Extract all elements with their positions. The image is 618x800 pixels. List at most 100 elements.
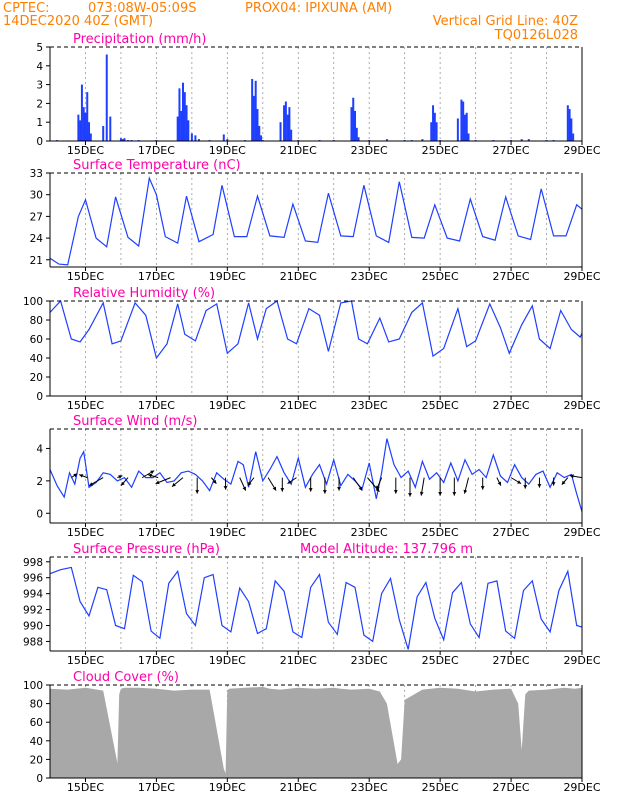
wind-date-label: 25DEC bbox=[422, 526, 459, 539]
precip-bar bbox=[88, 122, 91, 141]
wind-arrowhead bbox=[155, 480, 160, 485]
wind-date-label: 23DEC bbox=[351, 526, 388, 539]
precip-bar bbox=[102, 125, 105, 141]
wind-arrowhead bbox=[570, 474, 574, 479]
precip-bar bbox=[185, 105, 188, 141]
rh-date-label: 21DEC bbox=[280, 399, 317, 412]
precip-title: Precipitation (mm/h) bbox=[73, 32, 206, 47]
cloud-date-label: 23DEC bbox=[351, 781, 388, 794]
cloud-ytick-label: 80 bbox=[30, 699, 43, 711]
precip-bar bbox=[260, 135, 263, 141]
precip-bar bbox=[222, 134, 225, 141]
pres-date-label: 17DEC bbox=[138, 654, 175, 667]
temp-series-line bbox=[49, 175, 583, 266]
rh-date-label: 29DEC bbox=[563, 399, 600, 412]
precip-bar bbox=[288, 107, 291, 141]
precip-bar bbox=[421, 139, 424, 141]
temp-date-label: 15DEC bbox=[67, 270, 104, 283]
header-station: PROX04: IPIXUNA (AM) bbox=[245, 1, 392, 16]
wind-date-label: 19DEC bbox=[209, 526, 246, 539]
precip-bar bbox=[357, 137, 360, 141]
wind-date-label: 29DEC bbox=[563, 526, 600, 539]
precip-bar bbox=[283, 105, 286, 141]
precip-bar bbox=[568, 109, 571, 141]
wind-arrowhead bbox=[322, 490, 327, 494]
pres-date-label: 15DEC bbox=[67, 654, 104, 667]
temp-panel: 21 24 27 30 33 15DEC 17DEC 19DEC 21DEC 23DEC 25DEC… bbox=[30, 158, 601, 283]
pres-title: Surface Pressure (hPa) bbox=[73, 542, 220, 557]
precip-bar bbox=[251, 78, 254, 141]
precip-bar bbox=[462, 101, 465, 141]
rh-date-label: 25DEC bbox=[422, 399, 459, 412]
rh-ytick-label: 60 bbox=[30, 334, 43, 346]
wind-arrowhead bbox=[118, 475, 123, 479]
precip-bar bbox=[350, 107, 353, 141]
wind-arrowhead bbox=[376, 485, 380, 490]
precip-bar bbox=[182, 82, 184, 141]
precip-bar bbox=[89, 133, 92, 141]
cloud-date-label: 17DEC bbox=[138, 781, 175, 794]
wind-arrowhead bbox=[280, 488, 285, 492]
temp-ytick-label: 24 bbox=[30, 233, 44, 245]
header-model: TQ0126L028 bbox=[494, 28, 578, 43]
wind-arrowhead bbox=[212, 479, 217, 484]
wind-arrowhead bbox=[79, 474, 84, 478]
precip-bar bbox=[197, 139, 200, 141]
temp-date-label: 29DEC bbox=[563, 270, 600, 283]
precip-bar bbox=[520, 139, 523, 141]
pres-date-label: 21DEC bbox=[280, 654, 317, 667]
precip-bar bbox=[456, 118, 459, 141]
rh-date-label: 23DEC bbox=[351, 399, 388, 412]
wind-arrowhead bbox=[223, 486, 228, 490]
rh-panel: 0 20 40 60 80 100 15DEC 17DEC 19DEC 21DEC 23DEC 25D… bbox=[23, 286, 601, 412]
rh-ytick-label: 20 bbox=[30, 372, 43, 384]
precip-ytick-label: 4 bbox=[36, 61, 43, 73]
wind-panel: 0 2 4 15DEC 17DEC 19DEC 21DEC 23DEC 25DEC 27DEC 29… bbox=[36, 414, 601, 539]
wind-title: Surface Wind (m/s) bbox=[73, 414, 197, 429]
rh-date-label: 27DEC bbox=[493, 399, 530, 412]
rh-ytick-label: 80 bbox=[30, 315, 43, 327]
wind-arrowhead bbox=[150, 470, 155, 474]
wind-arrowhead bbox=[419, 491, 424, 496]
rh-ytick-label: 40 bbox=[30, 353, 43, 365]
temp-ytick-label: 30 bbox=[30, 190, 43, 202]
wind-arrowhead bbox=[375, 487, 380, 492]
pres-ytick-label: 996 bbox=[23, 573, 43, 585]
wind-arrowhead bbox=[463, 489, 468, 494]
wind-arrowhead bbox=[497, 481, 501, 486]
pres-ytick-label: 988 bbox=[23, 636, 43, 648]
precip-bar bbox=[79, 120, 82, 141]
precip-bar bbox=[254, 80, 257, 141]
precip-bar bbox=[226, 139, 229, 141]
precip-bar bbox=[385, 139, 388, 141]
temp-date-label: 21DEC bbox=[280, 270, 317, 283]
wind-arrowhead bbox=[172, 482, 176, 487]
wind-arrowhead bbox=[121, 481, 125, 486]
wind-arrowhead bbox=[358, 486, 363, 491]
precip-bar bbox=[176, 116, 179, 141]
cloud-date-label: 25DEC bbox=[422, 781, 459, 794]
precip-bar bbox=[80, 84, 83, 141]
precip-bar bbox=[119, 138, 122, 141]
temp-date-label: 23DEC bbox=[351, 270, 388, 283]
precip-bar bbox=[105, 54, 108, 141]
pres-ytick-label: 990 bbox=[23, 621, 43, 633]
wind-arrowhead bbox=[480, 486, 485, 490]
cloud-ytick-label: 0 bbox=[36, 773, 43, 785]
wind-arrowhead bbox=[73, 473, 78, 478]
precip-ytick-label: 1 bbox=[36, 117, 43, 129]
header-source: CPTEC: bbox=[3, 1, 50, 16]
precip-bar bbox=[284, 101, 287, 141]
precip-bar bbox=[566, 105, 569, 141]
precip-bar bbox=[352, 97, 355, 141]
cloud-date-label: 27DEC bbox=[493, 781, 530, 794]
header-coordinates: 073:08W-05:09S bbox=[88, 1, 196, 16]
precip-date-label: 19DEC bbox=[209, 144, 246, 157]
precip-bar bbox=[290, 129, 293, 141]
rh-title: Relative Humidity (%) bbox=[73, 286, 215, 301]
temp-ytick-label: 27 bbox=[30, 211, 43, 223]
precip-bar bbox=[256, 109, 259, 141]
precip-bar bbox=[465, 112, 468, 141]
rh-ytick-label: 100 bbox=[23, 296, 43, 308]
